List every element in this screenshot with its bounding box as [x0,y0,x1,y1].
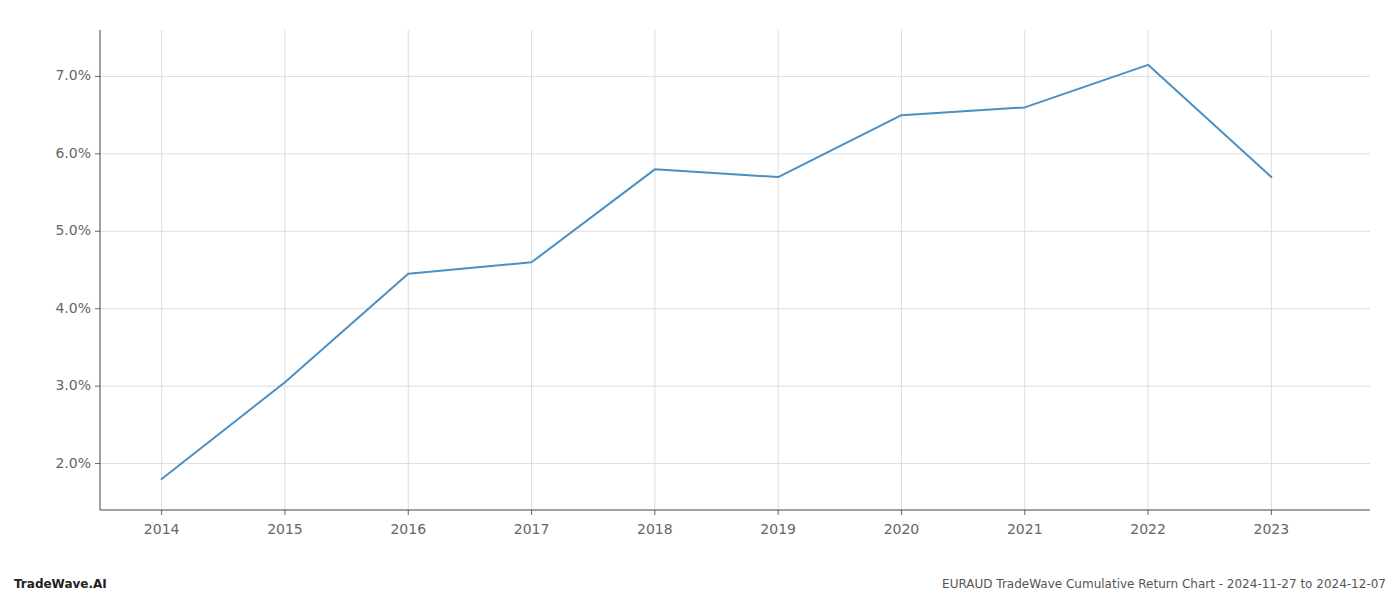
x-tick-label: 2015 [267,521,303,537]
x-grid-line [284,30,285,510]
x-tick [901,510,902,515]
y-tick [95,463,100,464]
x-tick [161,510,162,515]
x-tick [1024,510,1025,515]
plot-area [162,65,1272,479]
y-tick-label: 7.0% [55,67,91,83]
axes: 2.0% 3.0% 4.0% 5.0% 6.0% 7.0% 2014 2015 2016 2017… [55,30,1370,537]
x-tick-label: 2014 [144,521,180,537]
x-tick-label: 2018 [637,521,673,537]
y-grid-line [100,308,1370,309]
y-tick [95,308,100,309]
data-line [162,65,1272,479]
y-tick [95,386,100,387]
x-grid-line [531,30,532,510]
y-tick-label: 3.0% [55,377,91,393]
footer-right: EURAUD TradeWave Cumulative Return Chart… [942,577,1386,591]
y-tick [95,76,100,77]
y-tick [95,153,100,154]
x-grid-line [901,30,902,510]
x-tick-label: 2016 [390,521,426,537]
y-tick-label: 5.0% [55,222,91,238]
x-tick-label: 2023 [1254,521,1290,537]
x-grid-line [1148,30,1149,510]
y-grid-line [100,463,1370,464]
grid [100,30,1370,510]
x-grid-line [161,30,162,510]
y-grid-line [100,386,1370,387]
x-grid-line [1024,30,1025,510]
chart-svg: 2.0% 3.0% 4.0% 5.0% 6.0% 7.0% 2014 2015 2016 2017… [0,0,1400,600]
y-grid-line [100,76,1370,77]
chart-container: 2.0% 3.0% 4.0% 5.0% 6.0% 7.0% 2014 2015 2016 2017… [0,0,1400,600]
y-tick-label: 4.0% [55,300,91,316]
x-grid-line [408,30,409,510]
footer-left: TradeWave.AI [14,577,107,591]
x-tick-label: 2020 [884,521,920,537]
x-tick-label: 2022 [1130,521,1166,537]
x-tick [531,510,532,515]
x-grid-line [1271,30,1272,510]
x-tick [654,510,655,515]
y-tick-label: 2.0% [55,455,91,471]
y-axis-line [100,30,101,510]
x-axis-line [100,510,1370,511]
x-tick [1271,510,1272,515]
x-grid-line [654,30,655,510]
x-tick [778,510,779,515]
x-tick-label: 2019 [760,521,796,537]
y-tick-label: 6.0% [55,145,91,161]
y-tick [95,231,100,232]
x-tick-label: 2017 [514,521,550,537]
x-tick [1148,510,1149,515]
x-tick [284,510,285,515]
x-tick [408,510,409,515]
x-tick-label: 2021 [1007,521,1043,537]
y-grid-line [100,231,1370,232]
y-grid-line [100,153,1370,154]
x-grid-line [778,30,779,510]
